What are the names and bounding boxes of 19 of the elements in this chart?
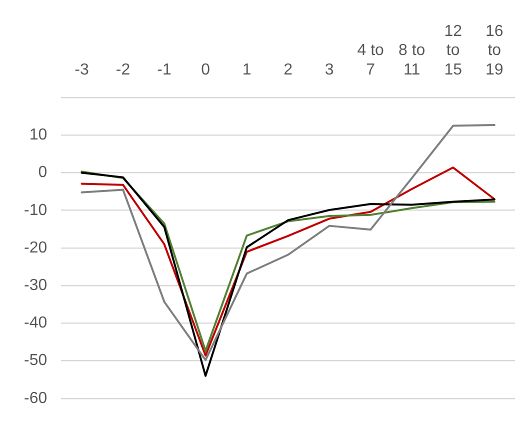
y-tick-label: -30: [24, 277, 48, 294]
x-tick-label: 3: [324, 61, 334, 78]
x-tick-label: -2: [116, 61, 130, 78]
y-tick-label: -40: [24, 314, 48, 332]
x-tick-label: 1: [242, 61, 252, 78]
y-tick-label: -20: [24, 239, 48, 256]
x-tick-label: 16 to 19: [485, 23, 504, 78]
y-tick-label: -10: [24, 202, 48, 219]
x-tick-label: 12 to 15: [444, 23, 462, 78]
y-tick-label: 10: [29, 126, 48, 144]
x-tick-label: -1: [157, 61, 172, 78]
x-tick-label: 4 to 7: [357, 42, 384, 78]
x-tick-label: 2: [284, 61, 293, 78]
y-tick-label: 0: [38, 164, 48, 182]
y-tick-label: -50: [24, 352, 48, 370]
y-tick-label: -60: [24, 390, 48, 407]
x-tick-label: 8 to 11: [398, 42, 426, 78]
x-tick-label: -3: [74, 61, 89, 78]
x-tick-label: 0: [201, 61, 210, 78]
